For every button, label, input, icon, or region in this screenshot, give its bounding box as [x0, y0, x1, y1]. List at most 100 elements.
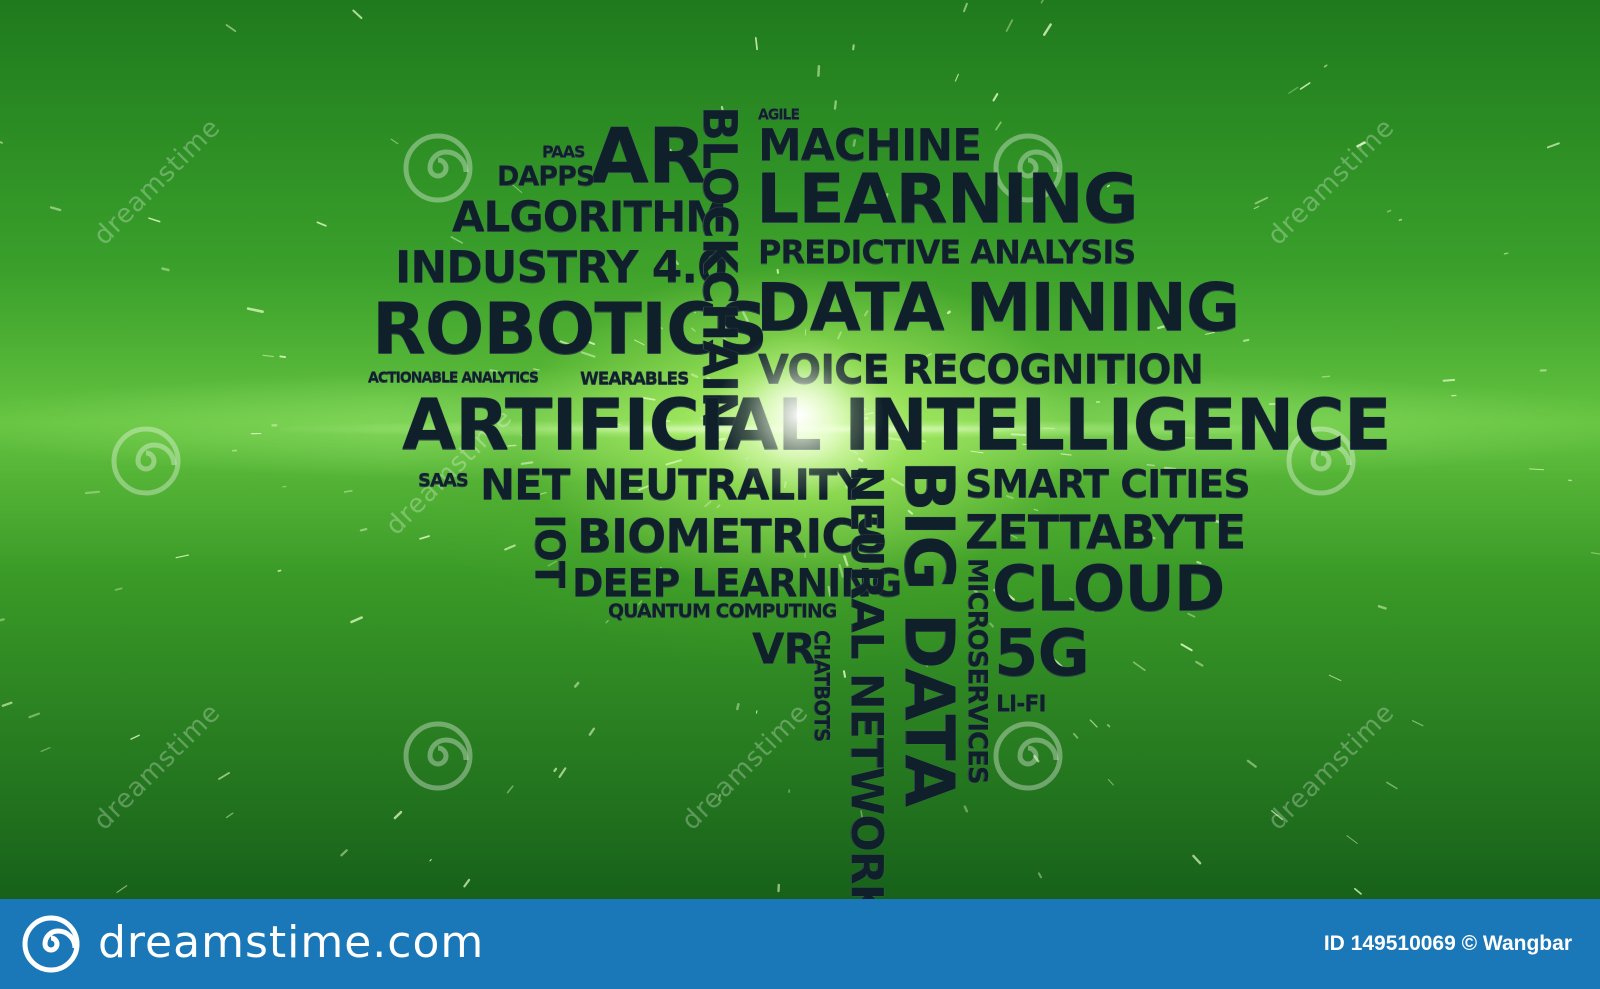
sparkle-streak	[553, 767, 558, 773]
word-neural-network: NEURAL NETWORK	[841, 466, 892, 899]
sparkle-streak	[1106, 724, 1111, 728]
sparkle-streak	[860, 810, 864, 824]
sparkle-streak	[1503, 252, 1509, 255]
sparkle-streak	[704, 500, 712, 508]
sparkle-streak	[1106, 184, 1110, 188]
sparkle-streak	[279, 355, 287, 359]
sparkle-streak	[1022, 443, 1030, 446]
sparkle-streak	[634, 339, 645, 346]
word-predictive: PREDICTIVE ANALYSIS	[758, 233, 1136, 271]
sparkle-streak	[1005, 531, 1018, 539]
word-learning: LEARNING	[756, 160, 1139, 239]
word-ai: ARTIFICIAL INTELLIGENCE	[402, 384, 1392, 466]
sparkle-streak	[1268, 402, 1285, 406]
sparkle-streak	[49, 206, 62, 212]
sparkle-streak	[669, 148, 676, 161]
sparkle-streak	[503, 320, 509, 324]
sparkle-streak	[429, 858, 432, 862]
sparkle-streak	[853, 507, 858, 512]
sparkle-streak	[1180, 643, 1193, 652]
sparkle-streak	[450, 236, 464, 244]
sparkle-streak	[1, 701, 13, 707]
sparkle-streak	[923, 149, 929, 159]
watermark-spiral-icon	[403, 133, 473, 203]
sparkle-streak	[0, 618, 5, 622]
sparkle-streak	[1033, 754, 1040, 763]
sparkle-streak	[911, 572, 919, 581]
sparkle-streak	[1003, 591, 1015, 601]
sparkle-streak	[1033, 508, 1039, 511]
sparkle-streak	[844, 485, 849, 490]
word-ar: AR	[590, 111, 706, 200]
sparkle-streak	[637, 600, 643, 606]
sparkle-streak	[1083, 605, 1094, 613]
sparkle-streak	[971, 587, 980, 596]
footer-site-name: dreamstime.com	[98, 917, 485, 968]
sparkle-streak	[0, 141, 3, 144]
word-industry: INDUSTRY 4.0	[395, 242, 728, 293]
sparkle-streak	[588, 727, 596, 736]
sparkle-streak	[558, 767, 567, 779]
sparkle-streak	[1288, 86, 1299, 94]
sparkle-streak	[837, 331, 842, 340]
sparkle-streak	[1163, 466, 1177, 471]
sparkle-streak	[1411, 720, 1424, 727]
sparkle-streak	[924, 662, 929, 667]
sparkle-streak	[225, 24, 237, 33]
sparkle-streak	[963, 805, 969, 813]
sparkle-streak	[559, 340, 571, 346]
sparkle-particles	[0, 0, 1600, 895]
word-actionable: ACTIONABLE ANALYTICS	[368, 370, 539, 386]
word-cloud: CLOUD	[992, 552, 1225, 625]
sparkle-streak	[838, 564, 845, 578]
sparkle-streak	[843, 555, 849, 567]
sparkle-streak	[842, 670, 847, 678]
word-biometrics: BIOMETRICS	[577, 509, 888, 563]
sparkle-streak	[536, 492, 547, 496]
sparkle-streak	[1242, 338, 1250, 342]
sparkle-streak	[1442, 378, 1456, 382]
sparkle-streak	[993, 588, 1003, 597]
word-big-data: BIG DATA	[889, 460, 968, 807]
sparkle-streak	[1210, 519, 1225, 525]
sparkle-streak	[992, 93, 999, 102]
sparkle-streak	[463, 878, 471, 888]
sparkle-streak	[863, 310, 869, 317]
sparkle-streak	[393, 810, 403, 820]
sparkle-streak	[668, 252, 680, 266]
sparkle-streak	[1050, 656, 1063, 668]
central-light-flare	[715, 330, 885, 500]
sparkle-streak	[1069, 597, 1074, 601]
word-5g: 5G	[994, 617, 1090, 691]
sparkle-streak	[218, 772, 230, 780]
word-wearables: WEARABLES	[580, 369, 689, 389]
sparkle-streak	[954, 73, 960, 82]
word-dapps: DAPPS	[497, 161, 595, 192]
sparkle-streak	[316, 221, 327, 227]
sparkle-streak	[130, 734, 140, 740]
word-machine: MACHINE	[758, 120, 982, 171]
sparkle-streak	[641, 396, 656, 401]
sparkle-streak	[40, 747, 51, 753]
word-data-mining: DATA MINING	[756, 269, 1240, 346]
sparkle-streak	[911, 438, 926, 443]
sparkle-streak	[659, 326, 663, 330]
word-iot: IOT	[526, 514, 572, 588]
sparkle-streak	[833, 100, 837, 110]
sparkle-streak	[1377, 605, 1387, 610]
sparkle-streak	[662, 492, 671, 497]
sparkle-streak	[277, 569, 282, 572]
word-paas: PAAS	[542, 142, 586, 161]
word-saas: SAAS	[418, 470, 469, 491]
sparkle-streak	[1042, 23, 1052, 36]
sparkle-streak	[340, 849, 348, 857]
sparkle-streak	[1354, 887, 1362, 895]
sparkle-streak	[1132, 661, 1146, 672]
sparkle-streak	[114, 587, 123, 591]
sparkle-streak	[852, 44, 855, 51]
sparkle-streak	[937, 470, 954, 478]
sparkle-streak	[390, 138, 399, 145]
sparkle-streak	[942, 357, 954, 363]
sparkle-streak	[1204, 331, 1215, 335]
sparkle-streak	[262, 354, 274, 358]
